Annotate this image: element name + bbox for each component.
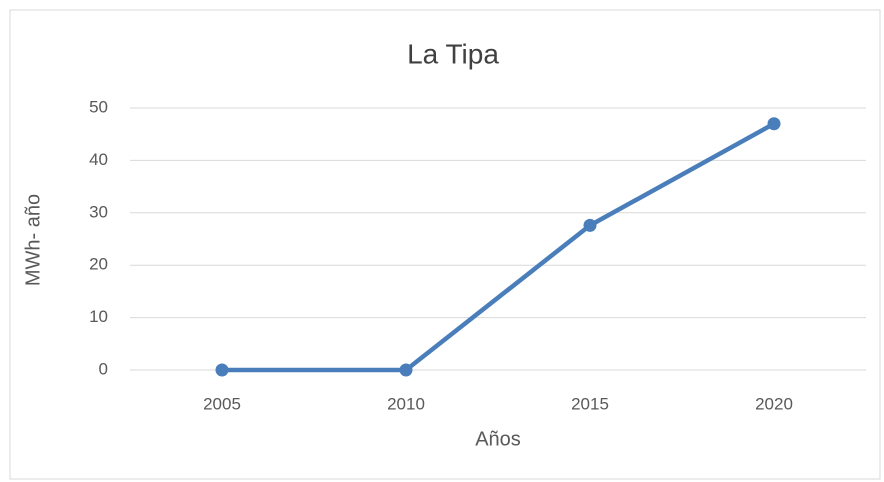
data-point (767, 117, 781, 131)
x-axis-title: Años (475, 428, 521, 450)
y-tick-label: 40 (89, 150, 108, 169)
x-tick-label: 2010 (387, 394, 425, 413)
data-point (399, 363, 413, 377)
y-tick-label: 50 (89, 97, 108, 116)
chart-title: La Tipa (407, 38, 499, 69)
y-tick-label: 30 (89, 202, 108, 221)
y-tick-label: 0 (99, 359, 108, 378)
y-axis-title: MWh- año (22, 194, 44, 286)
y-tick-label: 10 (89, 307, 108, 326)
y-tick-label: 20 (89, 255, 108, 274)
data-point (583, 218, 597, 232)
x-tick-label: 2005 (203, 394, 241, 413)
data-point (215, 363, 229, 377)
data-line (222, 121, 776, 373)
x-tick-label: 2015 (571, 394, 609, 413)
chart-border (9, 9, 881, 480)
x-tick-label: 2020 (755, 394, 793, 413)
